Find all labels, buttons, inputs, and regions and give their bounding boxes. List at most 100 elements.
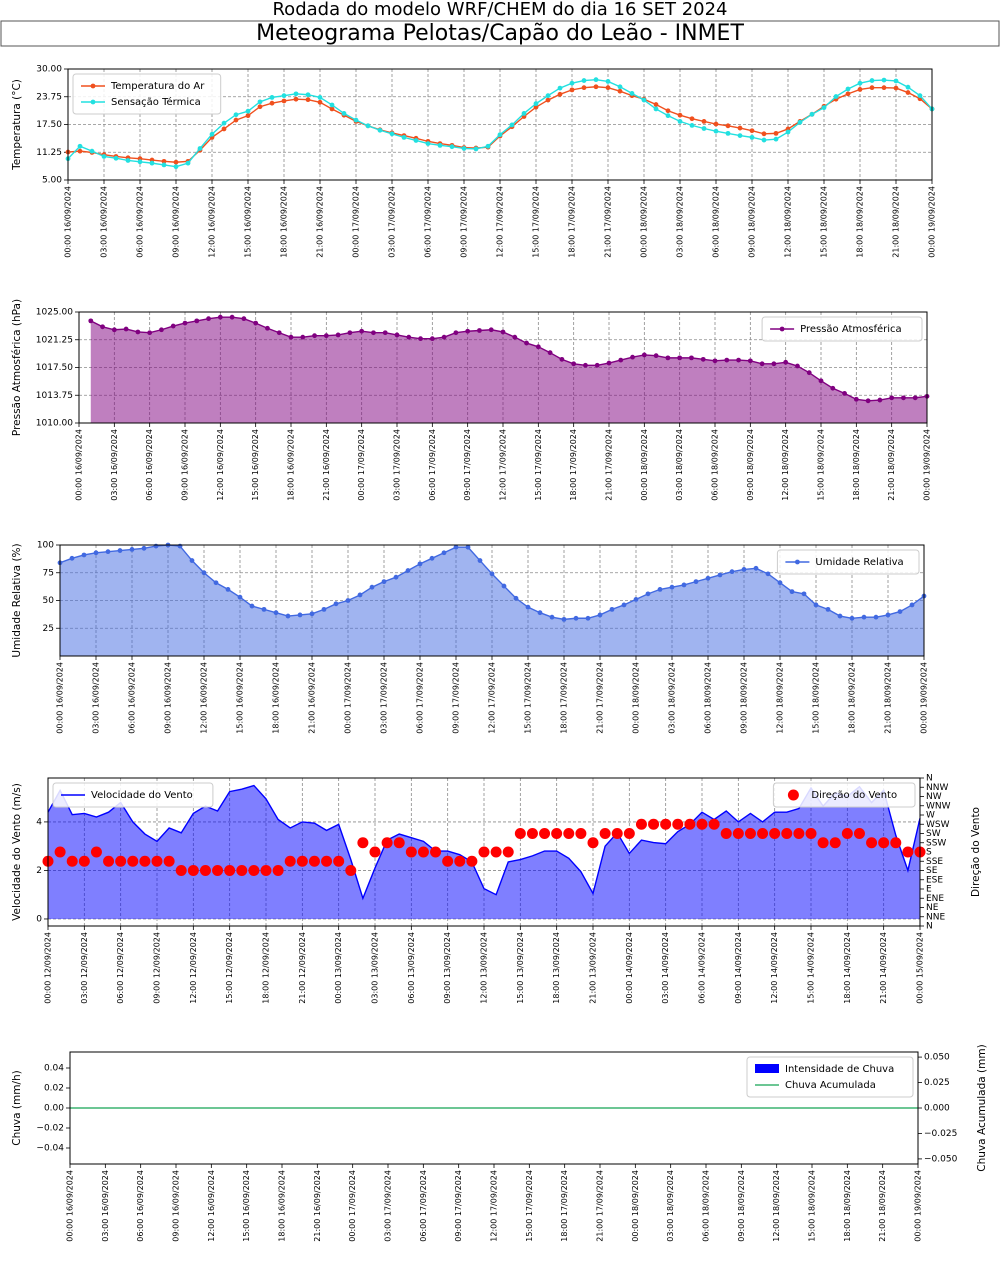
y-tick-label: −0.04: [36, 1144, 64, 1154]
point: [185, 160, 191, 166]
point: [761, 131, 767, 137]
x-tick-label: 15:00 17/09/2024: [524, 662, 533, 734]
point: [677, 118, 683, 124]
point: [201, 570, 207, 576]
point: [454, 855, 466, 867]
point: [857, 80, 863, 86]
point: [257, 104, 263, 110]
x-tick-label: 21:00 17/09/2024: [596, 662, 605, 734]
point: [833, 94, 839, 99]
x-tick-label: 21:00 13/09/2024: [589, 932, 598, 1004]
point: [837, 613, 843, 619]
point: [689, 116, 695, 122]
point: [581, 78, 587, 83]
x-tick-label: 09:00 17/09/2024: [460, 186, 469, 258]
y-tick-label: 11.25: [36, 148, 62, 158]
point: [732, 828, 744, 839]
legend-label: Temperatura do Ar: [110, 81, 205, 92]
point: [329, 106, 335, 112]
x-tick-label: 06:00 16/09/2024: [145, 429, 154, 501]
point: [329, 102, 335, 108]
y-tick-label: 0.04: [44, 1064, 64, 1074]
point: [281, 98, 287, 104]
y2-tick-label: −0.025: [924, 1129, 957, 1139]
point: [425, 141, 431, 146]
point: [312, 333, 317, 339]
x-tick-label: 12:00 16/09/2024: [207, 1170, 216, 1242]
point: [660, 818, 672, 830]
x-tick-label: 12:00 16/09/2024: [200, 662, 209, 734]
legend-box: [72, 73, 222, 115]
x-tick-label: 21:00 17/09/2024: [596, 1170, 605, 1242]
point: [845, 91, 851, 97]
point: [593, 77, 599, 83]
x-tick-label: 03:00 17/09/2024: [388, 186, 397, 258]
point: [170, 323, 176, 329]
point: [245, 108, 251, 114]
y2-tick-label: NNW: [926, 783, 948, 793]
x-tick-label: 06:00 16/09/2024: [136, 186, 145, 258]
x-tick-label: 12:00 18/09/2024: [776, 662, 785, 734]
point: [618, 357, 624, 363]
area-fill: [90, 317, 928, 423]
point: [405, 568, 411, 573]
point: [623, 828, 635, 839]
y-tick-label: 1017.50: [36, 363, 73, 373]
y-tick-label: 1025.00: [36, 308, 73, 318]
point: [253, 320, 259, 326]
point: [653, 353, 659, 359]
x-tick-label: 03:00 18/09/2024: [675, 429, 684, 501]
point: [757, 828, 769, 839]
point: [545, 97, 551, 103]
x-tick-label: 00:00 17/09/2024: [344, 662, 353, 734]
y-tick-label: 17.50: [36, 120, 62, 130]
x-tick-label: 03:00 16/09/2024: [110, 429, 119, 501]
point: [81, 552, 87, 558]
point: [161, 162, 167, 168]
point: [473, 146, 479, 152]
x-tick-label: 00:00 15/09/2024: [916, 932, 925, 1004]
x-tick-label: 00:00 18/09/2024: [631, 1170, 640, 1242]
y2-tick-label: S: [926, 848, 932, 858]
y-tick-label: 1021.25: [36, 335, 73, 345]
point: [561, 616, 567, 622]
point: [502, 846, 514, 858]
point: [137, 159, 143, 165]
point: [861, 614, 867, 620]
point: [273, 610, 279, 616]
x-tick-label: 15:00 18/09/2024: [820, 186, 829, 258]
x-tick-label: 09:00 12/09/2024: [153, 932, 162, 1004]
point: [393, 574, 399, 580]
plot-frame: [69, 1051, 919, 1165]
point: [281, 93, 287, 99]
x-tick-label: 00:00 16/09/2024: [75, 429, 84, 501]
point: [781, 828, 793, 839]
point: [151, 855, 163, 867]
point: [881, 85, 887, 91]
y2-tick-label: SE: [926, 866, 938, 876]
point: [371, 330, 376, 336]
point: [173, 164, 179, 170]
legend-label: Umidade Relativa: [815, 557, 903, 568]
x-tick-label: 12:00 18/09/2024: [784, 186, 793, 258]
point: [597, 612, 603, 618]
point: [563, 828, 575, 839]
point: [712, 358, 718, 364]
y2-tick-label: WNW: [926, 801, 951, 811]
point: [657, 587, 663, 592]
point: [696, 818, 708, 830]
x-tick-label: 21:00 17/09/2024: [605, 429, 614, 501]
y2-axis-label: Chuva Acumulada (mm): [976, 1044, 988, 1171]
point: [100, 324, 105, 330]
point: [569, 80, 575, 86]
x-tick-label: 21:00 16/09/2024: [322, 429, 331, 501]
point: [341, 111, 347, 116]
point: [761, 137, 767, 143]
x-tick-label: 12:00 17/09/2024: [488, 662, 497, 734]
point: [829, 837, 841, 849]
point: [417, 561, 423, 567]
point: [878, 837, 890, 849]
point: [653, 102, 659, 107]
point: [249, 603, 255, 609]
point: [159, 327, 164, 333]
